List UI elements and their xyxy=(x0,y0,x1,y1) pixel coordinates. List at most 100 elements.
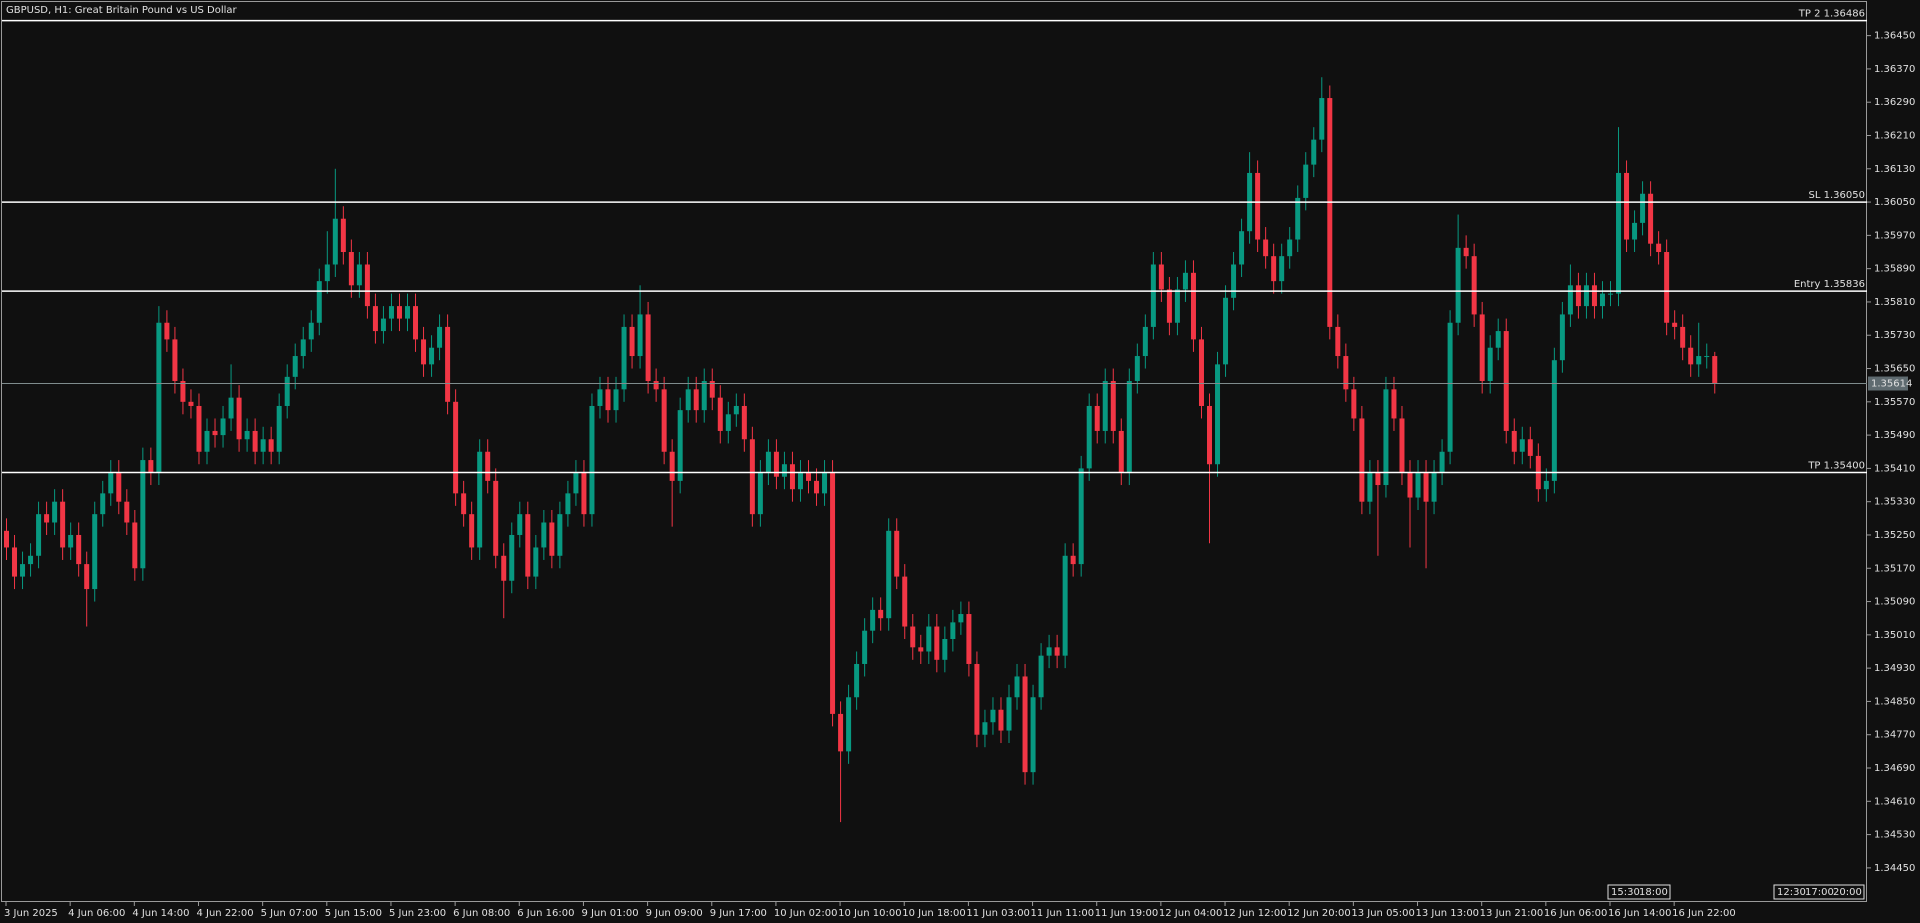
candle-body xyxy=(100,493,106,515)
candle-body xyxy=(701,381,707,411)
candle-body xyxy=(958,614,964,623)
y-tick-label: 1.34450 xyxy=(1874,863,1915,874)
x-tick-label: 16 Jun 22:00 xyxy=(1672,908,1736,919)
candle-body xyxy=(1094,405,1100,431)
candle-body xyxy=(340,218,346,253)
candle-body xyxy=(260,439,266,452)
candle-body xyxy=(356,264,362,286)
candle-body xyxy=(1022,676,1028,773)
candle-body xyxy=(886,530,892,619)
x-tick-label: 6 Jun 16:00 xyxy=(517,908,574,919)
candle-body xyxy=(4,530,9,548)
candle-body xyxy=(485,451,491,481)
candle-body xyxy=(725,414,731,431)
candle-body xyxy=(565,493,571,515)
candle-body xyxy=(870,609,876,631)
candle-body xyxy=(741,405,747,440)
candle-body xyxy=(300,339,306,357)
candle-body xyxy=(966,614,972,664)
candle-body xyxy=(1110,381,1116,431)
candle-body xyxy=(757,472,763,515)
candle-body xyxy=(749,439,755,515)
y-tick-label: 1.36210 xyxy=(1874,130,1915,141)
candle-body xyxy=(1608,293,1613,295)
candle-body xyxy=(20,564,26,577)
candle-body xyxy=(1054,647,1060,656)
candle-body xyxy=(693,389,699,411)
x-tick-label: 5 Jun 07:00 xyxy=(261,908,318,919)
candle-body xyxy=(493,480,499,556)
candle-body xyxy=(1375,472,1381,486)
candle-body xyxy=(645,314,651,382)
candle-body xyxy=(252,430,258,452)
candle-body xyxy=(781,464,787,477)
candle-body xyxy=(669,451,675,481)
candle-body xyxy=(308,322,314,340)
candle-body xyxy=(453,401,459,494)
y-tick-label: 1.36130 xyxy=(1874,164,1915,175)
candle-body xyxy=(1431,472,1437,502)
x-tick-label: 13 Jun 21:00 xyxy=(1480,908,1544,919)
x-tick-label: 16 Jun 14:00 xyxy=(1608,908,1672,919)
candle-body xyxy=(581,472,587,515)
candle-body xyxy=(910,626,916,648)
candle-body xyxy=(918,647,924,652)
time-marker-box xyxy=(1607,884,1671,900)
candle-body xyxy=(1704,356,1710,358)
candle-body xyxy=(1359,418,1365,502)
candle-body xyxy=(814,480,820,494)
time-marker-label: 12:30 xyxy=(1777,887,1806,898)
candle-body xyxy=(140,460,146,569)
x-tick-label: 4 Jun 14:00 xyxy=(132,908,189,919)
candle-body xyxy=(1231,264,1237,298)
candle-body xyxy=(613,389,619,411)
candle-body xyxy=(1038,655,1044,698)
y-tick-label: 1.34770 xyxy=(1874,730,1915,741)
candle-body xyxy=(573,472,579,494)
candle-body xyxy=(653,381,659,390)
x-tick-label: 11 Jun 11:00 xyxy=(1031,908,1095,919)
candle-body xyxy=(292,356,298,377)
x-tick-label: 9 Jun 01:00 xyxy=(581,908,638,919)
candle-body xyxy=(1166,289,1172,323)
candle-body xyxy=(268,439,274,452)
candle-body xyxy=(1086,405,1092,469)
candle-body xyxy=(284,376,290,406)
candle-body xyxy=(894,530,900,577)
candle-body xyxy=(709,381,715,398)
candle-body xyxy=(517,514,523,535)
candle-body xyxy=(1487,347,1493,382)
candle-body xyxy=(677,410,683,481)
candle-body xyxy=(1503,331,1509,431)
y-tick-label: 1.34530 xyxy=(1874,830,1915,841)
candle-body xyxy=(60,501,66,548)
candle-body xyxy=(429,347,435,365)
candle-body xyxy=(1287,239,1293,257)
candle-body xyxy=(469,514,475,548)
candle-body xyxy=(789,464,795,490)
candle-body xyxy=(204,430,210,452)
candle-body xyxy=(164,322,170,340)
candle-body xyxy=(132,522,138,569)
candle-body xyxy=(44,514,50,523)
x-tick-label: 5 Jun 23:00 xyxy=(389,908,446,919)
x-tick-label: 9 Jun 17:00 xyxy=(710,908,767,919)
candle-body xyxy=(92,514,98,590)
x-tick-label: 12 Jun 12:00 xyxy=(1223,908,1287,919)
y-tick-label: 1.35330 xyxy=(1874,497,1915,508)
candle-body xyxy=(228,397,234,419)
candle-body xyxy=(1271,256,1277,282)
candle-body xyxy=(348,252,354,286)
x-tick-label: 10 Jun 18:00 xyxy=(902,908,966,919)
candle-body xyxy=(1688,347,1694,365)
candle-body xyxy=(1664,252,1670,323)
x-tick-label: 10 Jun 10:00 xyxy=(838,908,902,919)
candle-body xyxy=(388,306,394,319)
candle-body xyxy=(1583,285,1589,307)
candle-body xyxy=(124,501,130,523)
candle-body xyxy=(380,318,386,332)
candle-body xyxy=(156,322,162,473)
candle-body xyxy=(1126,381,1132,473)
x-tick-label: 16 Jun 06:00 xyxy=(1544,908,1608,919)
candle-body xyxy=(1279,256,1285,282)
